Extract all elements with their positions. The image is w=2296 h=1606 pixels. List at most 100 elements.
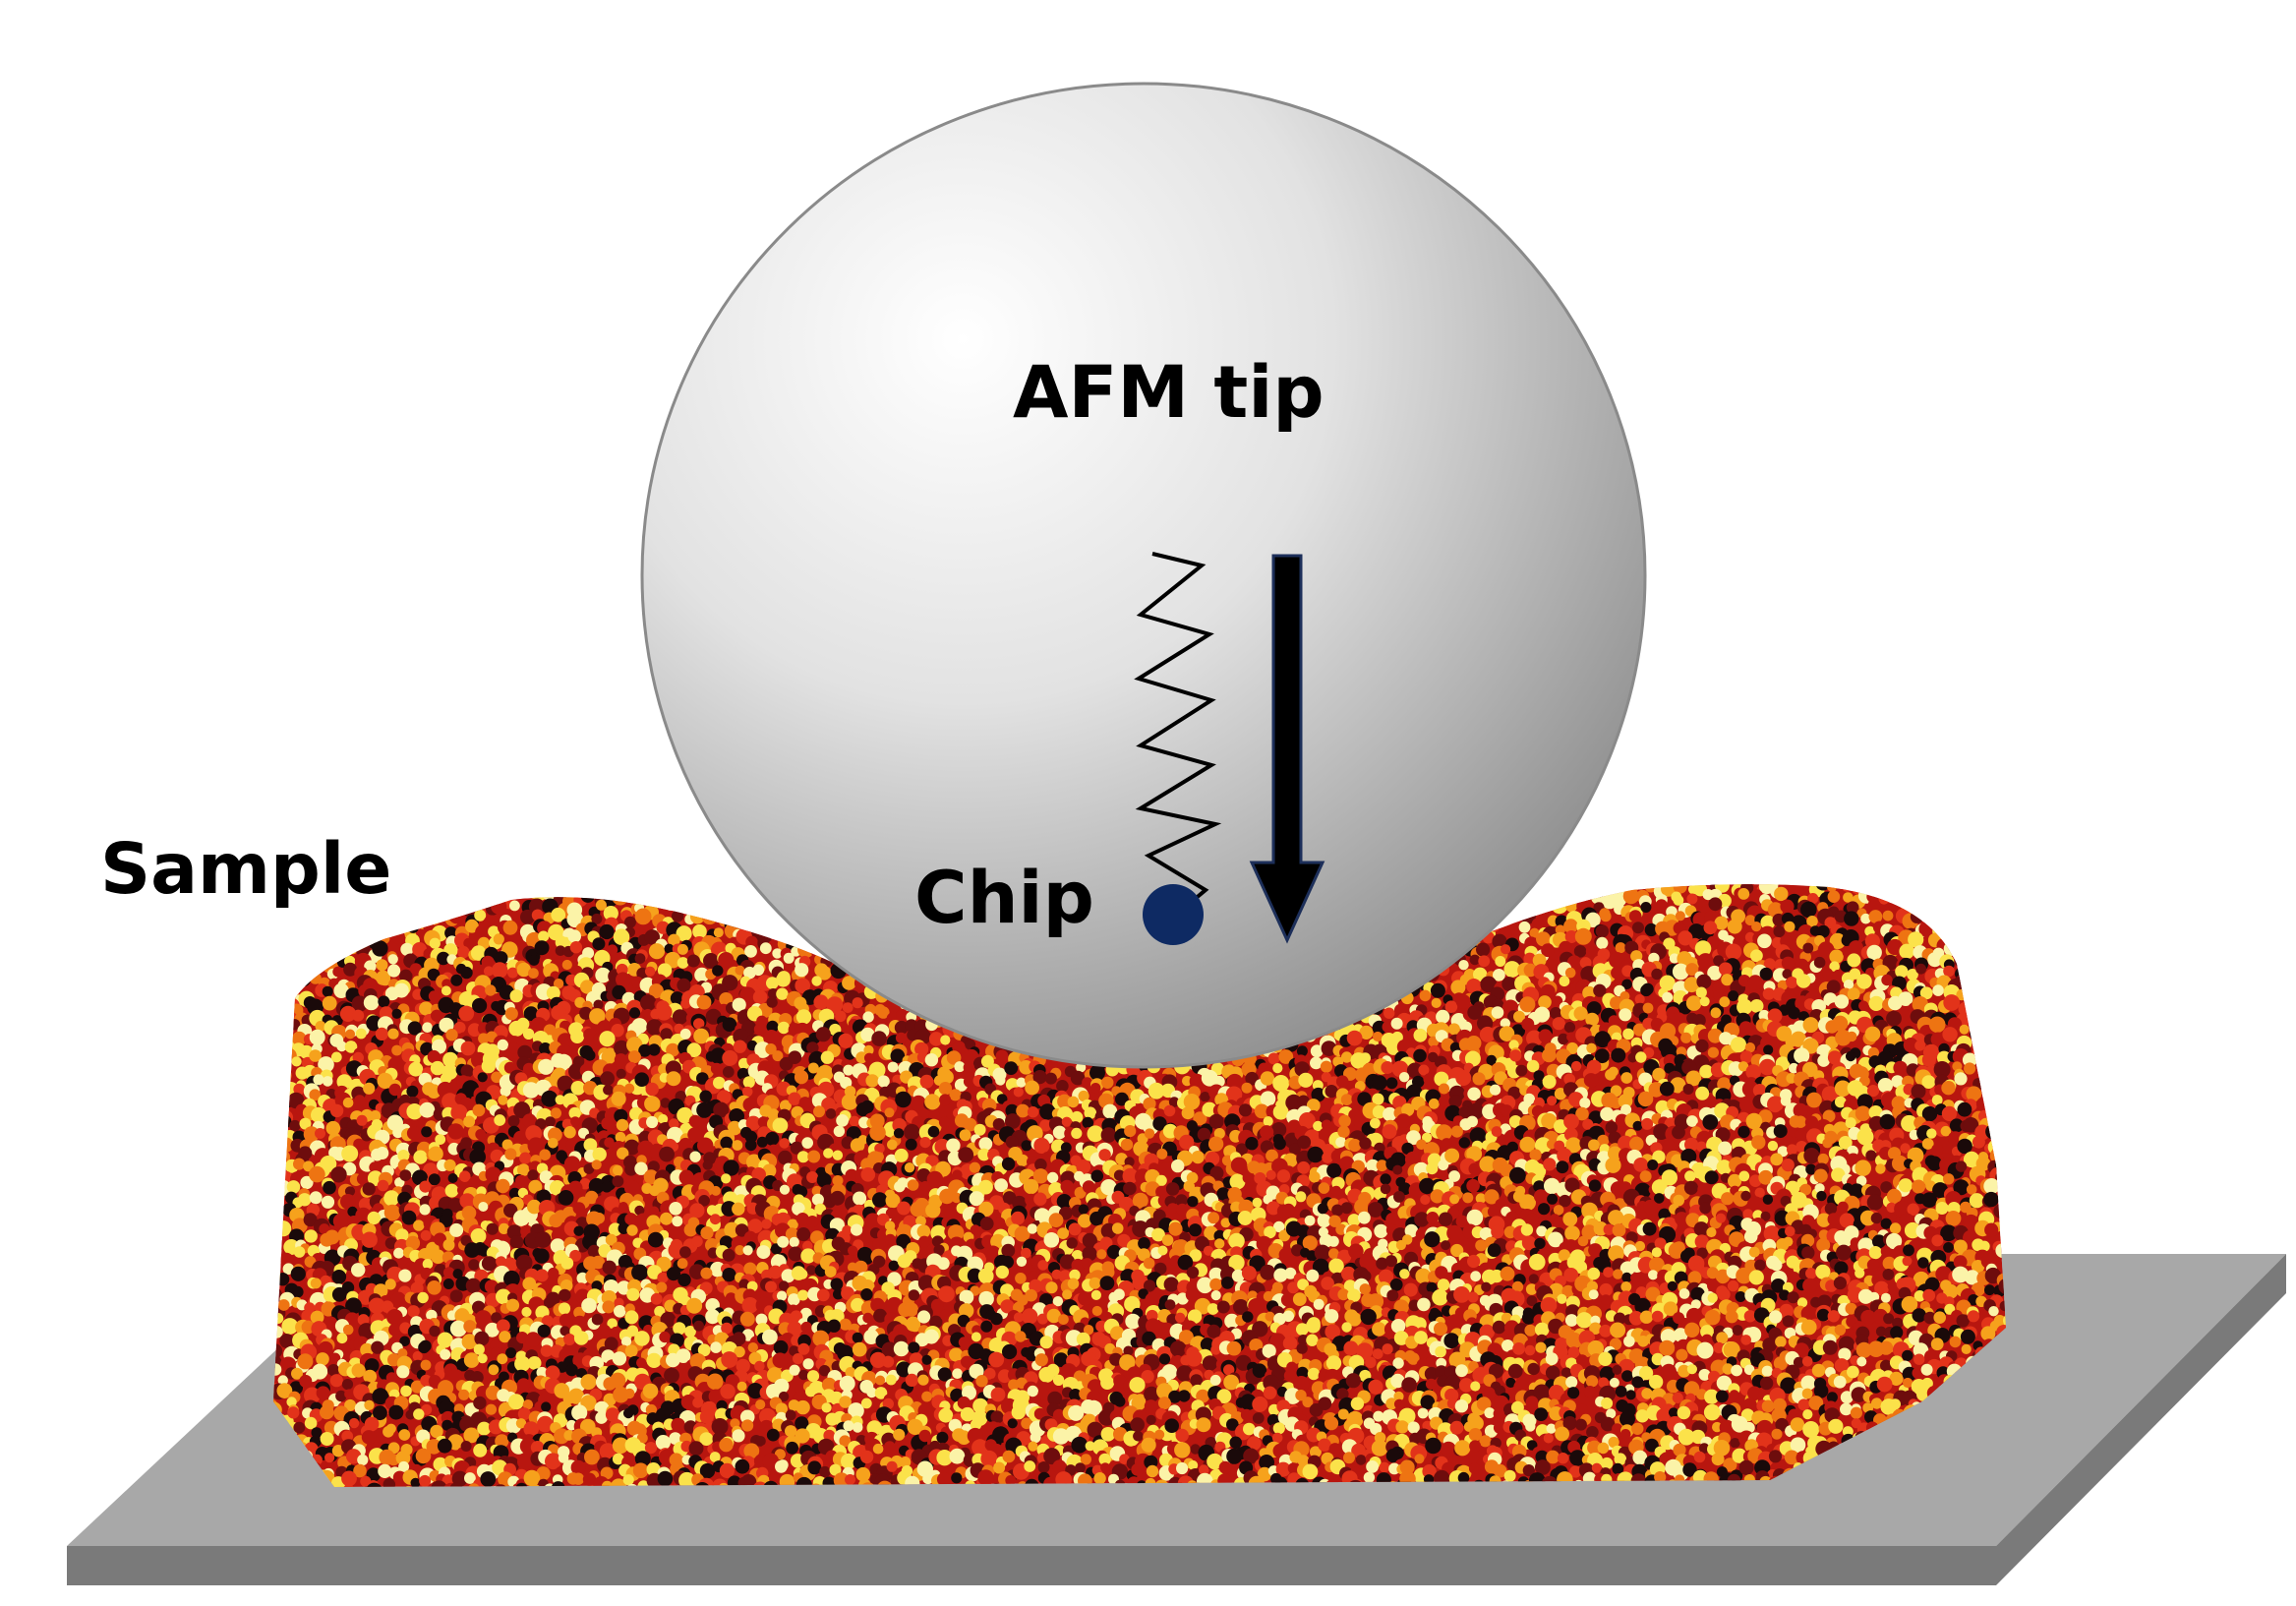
sample-bead [1056, 1080, 1069, 1093]
sample-bead [677, 978, 691, 992]
sample-bead [1144, 1128, 1155, 1139]
sample-bead [1886, 862, 1898, 873]
sample-bead [1523, 952, 1536, 966]
sample-bead [1448, 1170, 1460, 1182]
sample-bead [1900, 884, 1913, 896]
sample-bead [478, 884, 493, 893]
sample-bead [1794, 1047, 1810, 1064]
sample-bead [1539, 898, 1553, 911]
sample-bead [1455, 1070, 1472, 1086]
sample-bead [1943, 965, 1955, 978]
sample-bead [1796, 859, 1809, 871]
sample-bead [1677, 855, 1688, 866]
sample-bead [904, 1162, 915, 1173]
sample-bead [1156, 1148, 1168, 1160]
sample-bead [1988, 1027, 2004, 1042]
sample-bead [1673, 895, 1684, 906]
sample-bead [1608, 1066, 1619, 1077]
sample-bead [1941, 1081, 1956, 1096]
sample-bead [1802, 856, 1817, 870]
sample-bead [260, 1019, 270, 1030]
sample-bead [498, 1095, 508, 1105]
sample-bead [689, 857, 700, 867]
sample-bead [1531, 918, 1545, 930]
sample-bead [355, 1028, 367, 1040]
sample-bead [1564, 930, 1578, 943]
sample-bead [779, 1138, 790, 1149]
sample-bead [1100, 1127, 1117, 1143]
sample-bead [287, 911, 301, 925]
sample-bead [1320, 1060, 1332, 1073]
sample-bead [1961, 906, 1972, 919]
sample-bead [1696, 974, 1712, 989]
sample-bead [446, 892, 458, 904]
sample-bead [1602, 856, 1612, 865]
sample-bead [607, 867, 618, 878]
sample-bead [273, 975, 283, 987]
sample-bead [1084, 1106, 1097, 1119]
sample-bead [1957, 1101, 1972, 1117]
sample-bead [542, 884, 558, 893]
sample-bead [1955, 930, 1970, 944]
sample-bead [1318, 1182, 1330, 1194]
sample-bead [723, 1160, 739, 1176]
sample-bead [273, 1098, 282, 1111]
sample-bead [256, 1064, 266, 1075]
sample-bead [1613, 855, 1624, 866]
sample-bead [291, 1056, 302, 1067]
sample-bead [1943, 994, 1961, 1011]
sample-bead [636, 884, 650, 886]
sample-bead [1994, 1061, 2006, 1075]
sample-bead [742, 1076, 755, 1089]
sample-bead [1895, 965, 1909, 979]
sample-bead [1844, 884, 1858, 886]
sample-bead [919, 1180, 931, 1192]
sample-bead [591, 913, 603, 924]
sample-bead [1659, 1081, 1675, 1097]
sample-bead [624, 1083, 635, 1094]
sample-bead [473, 867, 487, 881]
sample-bead [1266, 1169, 1276, 1180]
sample-bead [1763, 1044, 1774, 1055]
sample-bead [736, 915, 747, 925]
sample-bead [627, 884, 643, 898]
sample-bead [1745, 1112, 1763, 1130]
sample-bead [569, 941, 583, 954]
sample-bead [1529, 1149, 1542, 1161]
sample-bead [713, 927, 724, 938]
sample-bead [561, 859, 573, 870]
sample-bead [895, 1091, 912, 1108]
sample-bead [1989, 1010, 2005, 1026]
sample-bead [1519, 996, 1536, 1013]
sample-bead [1605, 1157, 1621, 1173]
sample-bead [1549, 866, 1564, 882]
sample-bead [1864, 1026, 1881, 1042]
sample-bead [273, 1023, 279, 1035]
sample-bead [458, 1005, 475, 1022]
sample-bead [1879, 1113, 1896, 1130]
sample-bead [1682, 1084, 1694, 1095]
sample-bead [1803, 1148, 1820, 1164]
sample-bead [1533, 894, 1546, 908]
sample-bead [1991, 1040, 2005, 1052]
sample-bead [603, 1085, 614, 1096]
sample-bead [1438, 1160, 1449, 1171]
sample-bead [1101, 1076, 1114, 1090]
sample-bead [708, 869, 720, 881]
sample-bead [1965, 910, 1978, 924]
sample-bead [1683, 977, 1700, 993]
sample-bead [1695, 1039, 1709, 1053]
sample-bead [452, 890, 463, 901]
sample-bead [1851, 884, 1864, 895]
sample-bead [760, 906, 773, 919]
sample-bead [273, 1070, 279, 1085]
sample-bead [336, 945, 348, 957]
sample-bead [1997, 1054, 2006, 1067]
sample-bead [1844, 911, 1859, 926]
sample-bead [356, 1114, 368, 1126]
sample-bead [443, 1159, 456, 1171]
sample-bead [1615, 942, 1626, 954]
sample-bead [1381, 1061, 1394, 1074]
sample-bead [454, 861, 468, 874]
sample-bead [1385, 1077, 1398, 1090]
